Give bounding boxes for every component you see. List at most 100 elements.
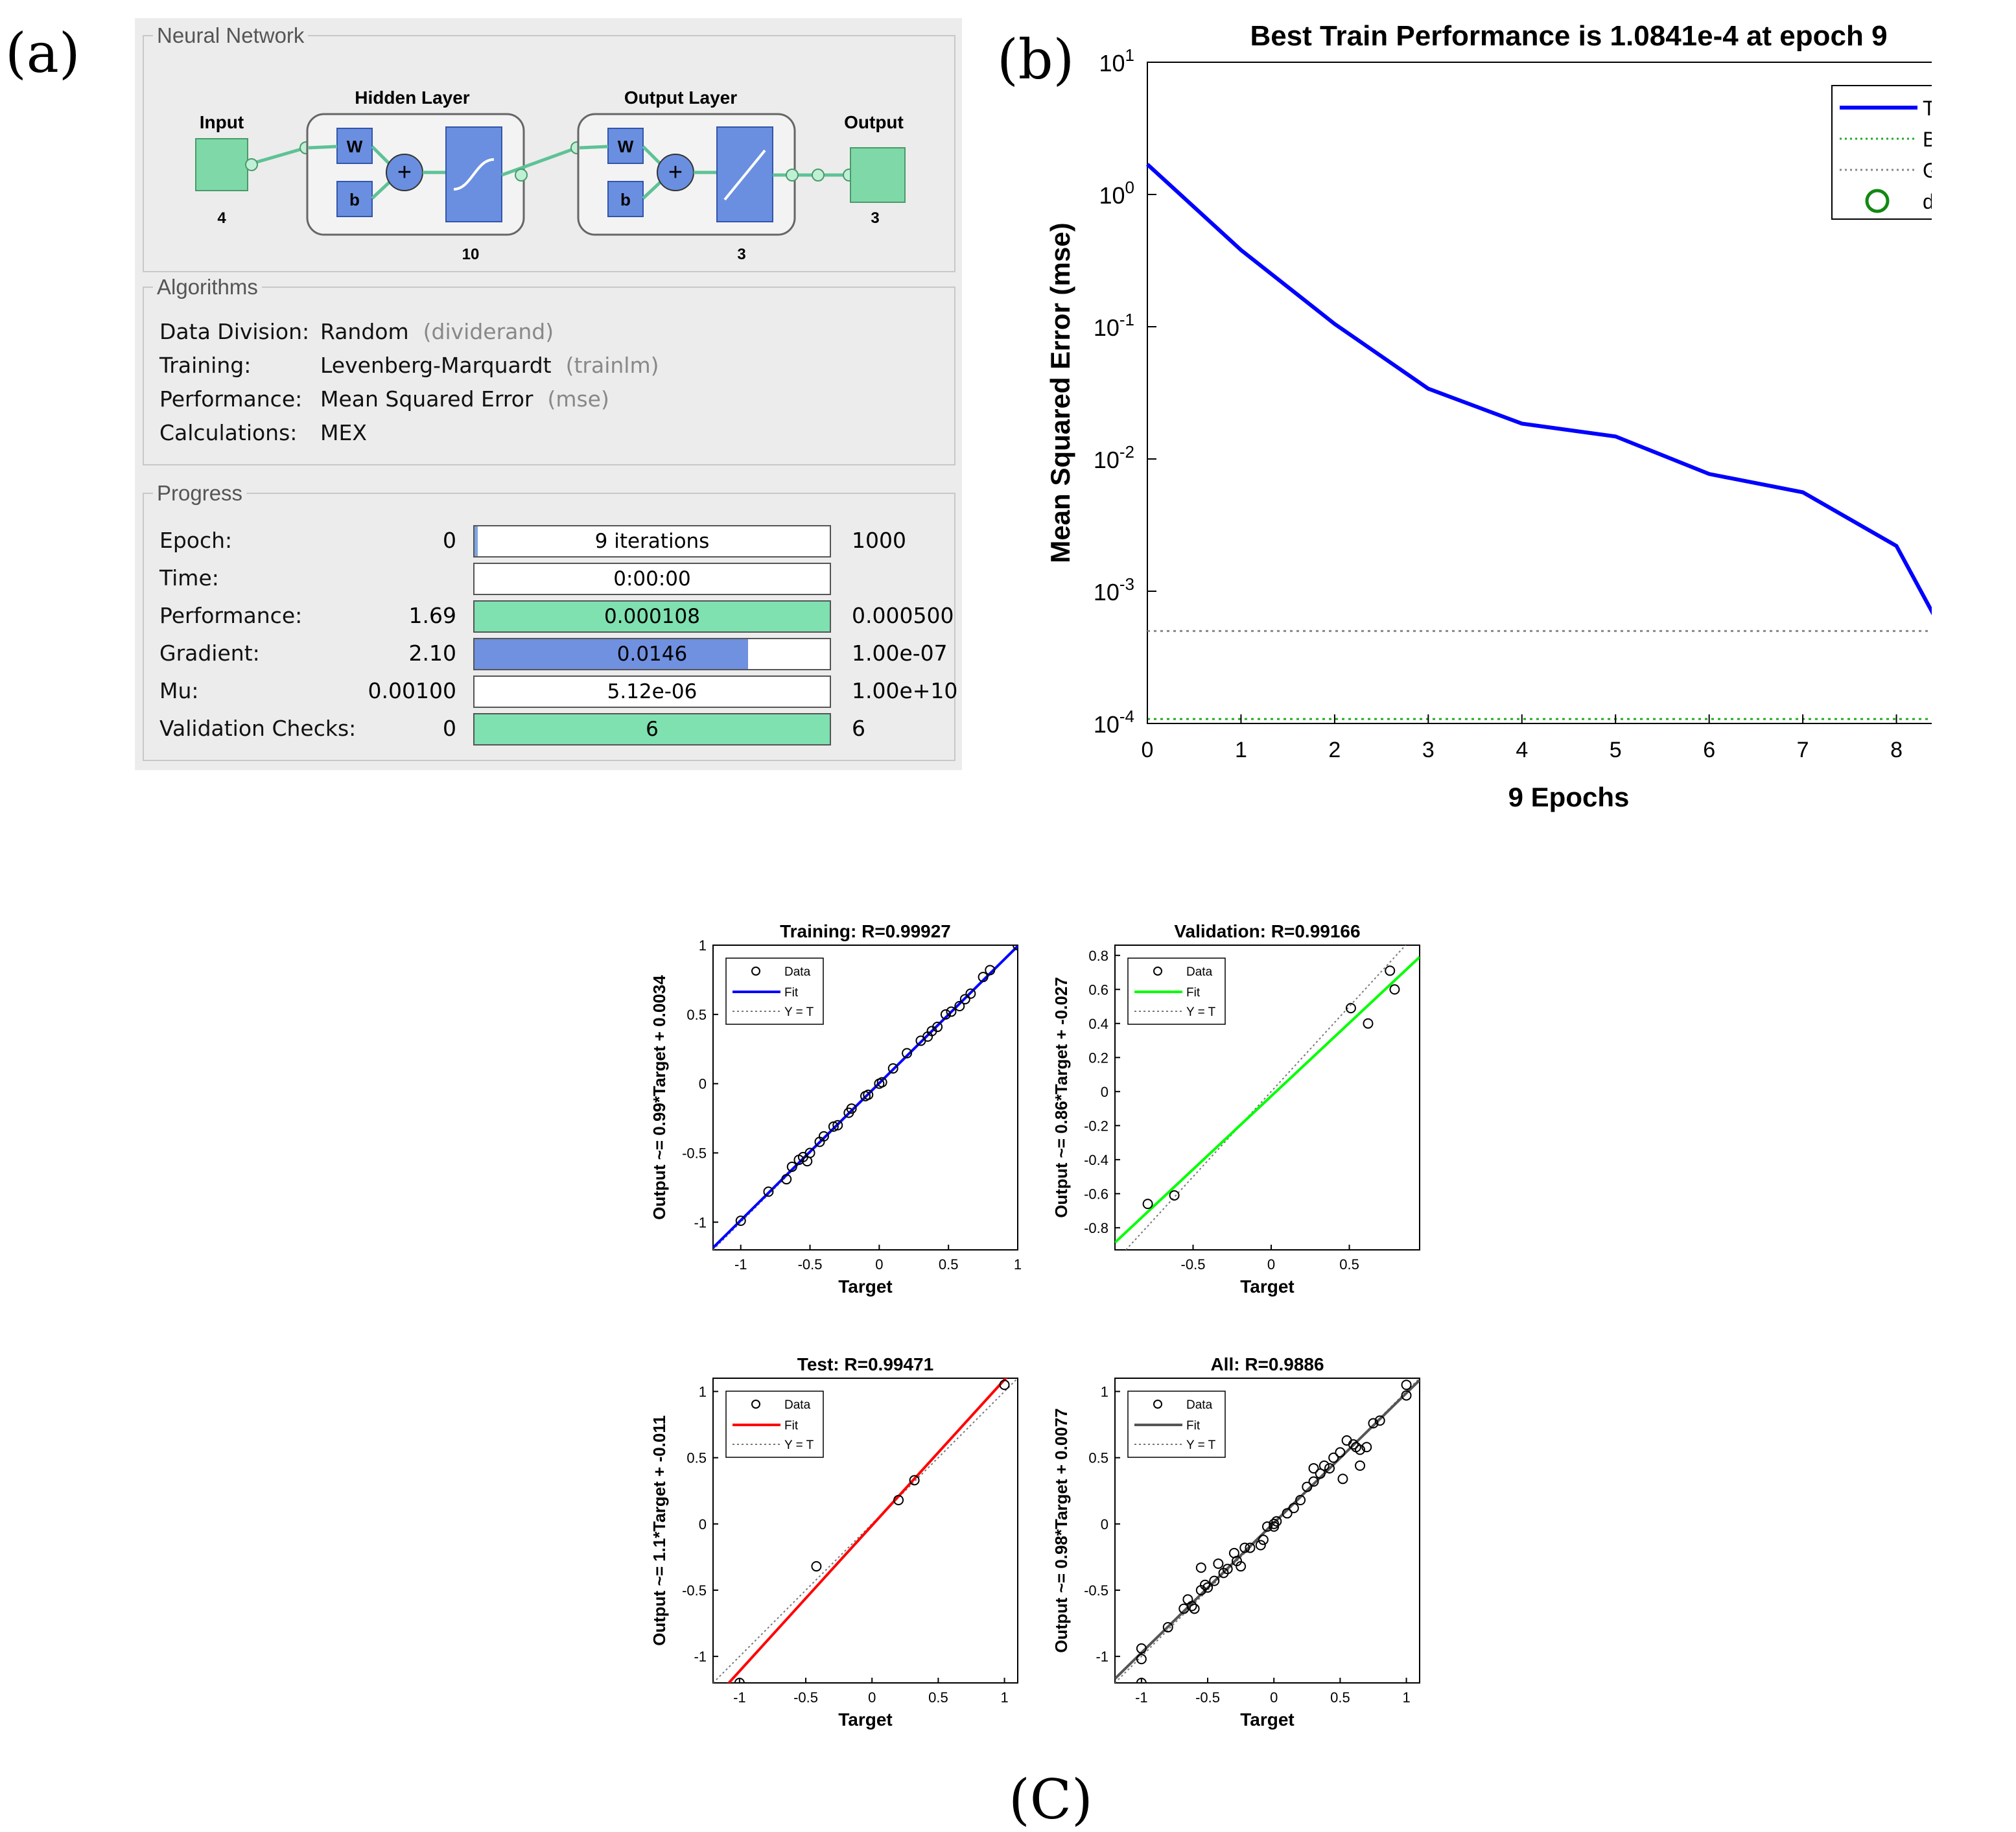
data-point — [1162, 1622, 1173, 1633]
data-point — [1335, 1447, 1346, 1458]
data-point — [1308, 1462, 1319, 1474]
x-tick-label: 0 — [868, 1689, 876, 1706]
y-tick-label: 0 — [699, 1516, 707, 1533]
progress-current-value: 0:00:00 — [613, 567, 691, 591]
data-point — [1136, 1643, 1147, 1654]
data-point — [1236, 1561, 1247, 1572]
x-tick-label: 1 — [1014, 1256, 1022, 1273]
algorithm-row: Training: Levenberg-Marquardt (trainlm) — [159, 353, 659, 378]
x-tick-label: 6 — [1703, 738, 1715, 762]
algorithms-title: Algorithms — [153, 275, 262, 299]
legend-entry: Train — [1923, 97, 1932, 120]
output-b-label: b — [620, 190, 631, 209]
hidden-w-label: W — [347, 137, 363, 156]
x-tick-label: 0.5 — [928, 1689, 948, 1706]
y-axis-label: Output ~= 0.86*Target + -0.027 — [1051, 977, 1071, 1218]
algorithm-method: (mse) — [547, 386, 609, 412]
x-tick-label: 0.5 — [1330, 1689, 1350, 1706]
plot-content — [713, 1378, 1018, 1683]
data-point — [1328, 1452, 1339, 1463]
data-point — [1269, 1518, 1280, 1529]
data-point — [1195, 1562, 1206, 1573]
legend-entry: Data — [784, 1398, 811, 1412]
legend-entry: Y = T — [784, 1005, 814, 1019]
legend-entry: Y = T — [1186, 1005, 1216, 1019]
progress-row: Time: 0:00:00 — [144, 563, 954, 595]
purelin-line — [723, 149, 766, 201]
train-series-line — [1145, 163, 1932, 616]
progress-max-value: 6 — [852, 716, 865, 741]
x-tick-label: 4 — [1516, 738, 1528, 762]
legend-entry: Fit — [784, 1419, 799, 1433]
progress-min-value: 0 — [443, 528, 456, 553]
data-point — [1315, 1468, 1326, 1479]
regression-plot-all: All: R=0.9886 -1 -0.5 0 0.5 1 -1 -0.5 0 0.5 1 Targe… — [1051, 1354, 1420, 1730]
panel-label-c: (C) — [1009, 1768, 1093, 1831]
y-tick-label: 101 — [1099, 45, 1134, 76]
plot-title: All: R=0.9886 — [1210, 1354, 1324, 1374]
progress-row: Performance: 1.69 0.000108 0.000500 — [144, 600, 954, 633]
regression-plot-test: Test: R=0.99471 -1 -0.5 0 0.5 1 -1 -0.5 0 0.5 1 Tar… — [650, 1354, 1018, 1730]
y-tick-label: 0 — [1101, 1516, 1108, 1533]
progress-row: Validation Checks: 0 6 6 — [144, 713, 954, 746]
x-tick-label: 3 — [1422, 738, 1435, 762]
data-point — [1255, 1540, 1266, 1551]
legend-entry: data1 — [1923, 190, 1932, 213]
data-point — [1385, 965, 1396, 976]
y-tick-label: -0.2 — [1084, 1118, 1108, 1134]
data-point — [1186, 1601, 1197, 1612]
fit-line — [1115, 1379, 1420, 1680]
data-point — [811, 1561, 822, 1572]
y-tick-label: 100 — [1099, 178, 1134, 209]
data-point — [985, 965, 996, 976]
y-tick-label: 10-1 — [1094, 310, 1134, 341]
progress-label: Time: — [159, 565, 219, 591]
data-point — [1337, 1474, 1348, 1485]
hidden-w-block — [336, 128, 373, 164]
progress-label: Mu: — [159, 678, 199, 703]
data-point — [1319, 1460, 1330, 1471]
output-b-block — [607, 181, 644, 217]
data-point — [763, 1186, 774, 1197]
x-tick-label: -0.5 — [1181, 1256, 1206, 1273]
progress-current-value: 5.12e-06 — [607, 680, 697, 703]
data-point — [1142, 1199, 1153, 1210]
data-point — [959, 994, 970, 1005]
y-tick-label: 0.4 — [1088, 1016, 1108, 1032]
legend-entry: Best — [1923, 128, 1932, 151]
data-point — [978, 972, 989, 983]
hidden-b-block — [336, 181, 373, 217]
data-point — [1345, 1003, 1356, 1014]
x-tick-label: 1 — [1000, 1689, 1008, 1706]
x-tick-label: 7 — [1797, 738, 1809, 762]
plot-area — [1147, 62, 1932, 724]
y-tick-label: -0.8 — [1084, 1220, 1108, 1236]
data-point — [876, 1077, 887, 1088]
y-tick-label: 0.5 — [686, 1450, 707, 1466]
x-tick-label: 2 — [1328, 738, 1341, 762]
progress-max-value: 0.000500 — [852, 603, 954, 628]
progress-current-value: 0.000108 — [604, 605, 700, 628]
identity-line — [713, 1378, 1018, 1683]
legend-entry: Y = T — [784, 1439, 814, 1452]
x-tick-label: 8 — [1890, 738, 1903, 762]
algorithm-key: Calculations: — [159, 420, 298, 445]
output-label: Output — [844, 112, 904, 132]
x-tick-label: -0.5 — [793, 1689, 818, 1706]
output-layer-title: Output Layer — [624, 88, 737, 108]
hidden-b-label: b — [349, 190, 360, 209]
x-tick-label: 0.5 — [1339, 1256, 1359, 1273]
y-tick-label: 1 — [1101, 1383, 1108, 1400]
x-tick-label: -1 — [1135, 1689, 1148, 1706]
data-point — [1213, 1558, 1224, 1569]
progress-bar: 6 — [473, 713, 831, 746]
x-tick-label: 0 — [1270, 1689, 1278, 1706]
progress-fill — [475, 602, 830, 631]
performance-chart: Best Train Performance is 1.0841e-4 at e… — [1045, 20, 1932, 812]
y-tick-label: -0.5 — [1084, 1582, 1108, 1599]
y-tick-label: -1 — [1096, 1649, 1108, 1665]
y-axis-label: Output ~= 0.99*Target + 0.0034 — [650, 975, 669, 1220]
x-tick-label: -0.5 — [798, 1256, 823, 1273]
data-point — [1239, 1542, 1250, 1553]
hidden-plus-label: + — [397, 159, 412, 186]
